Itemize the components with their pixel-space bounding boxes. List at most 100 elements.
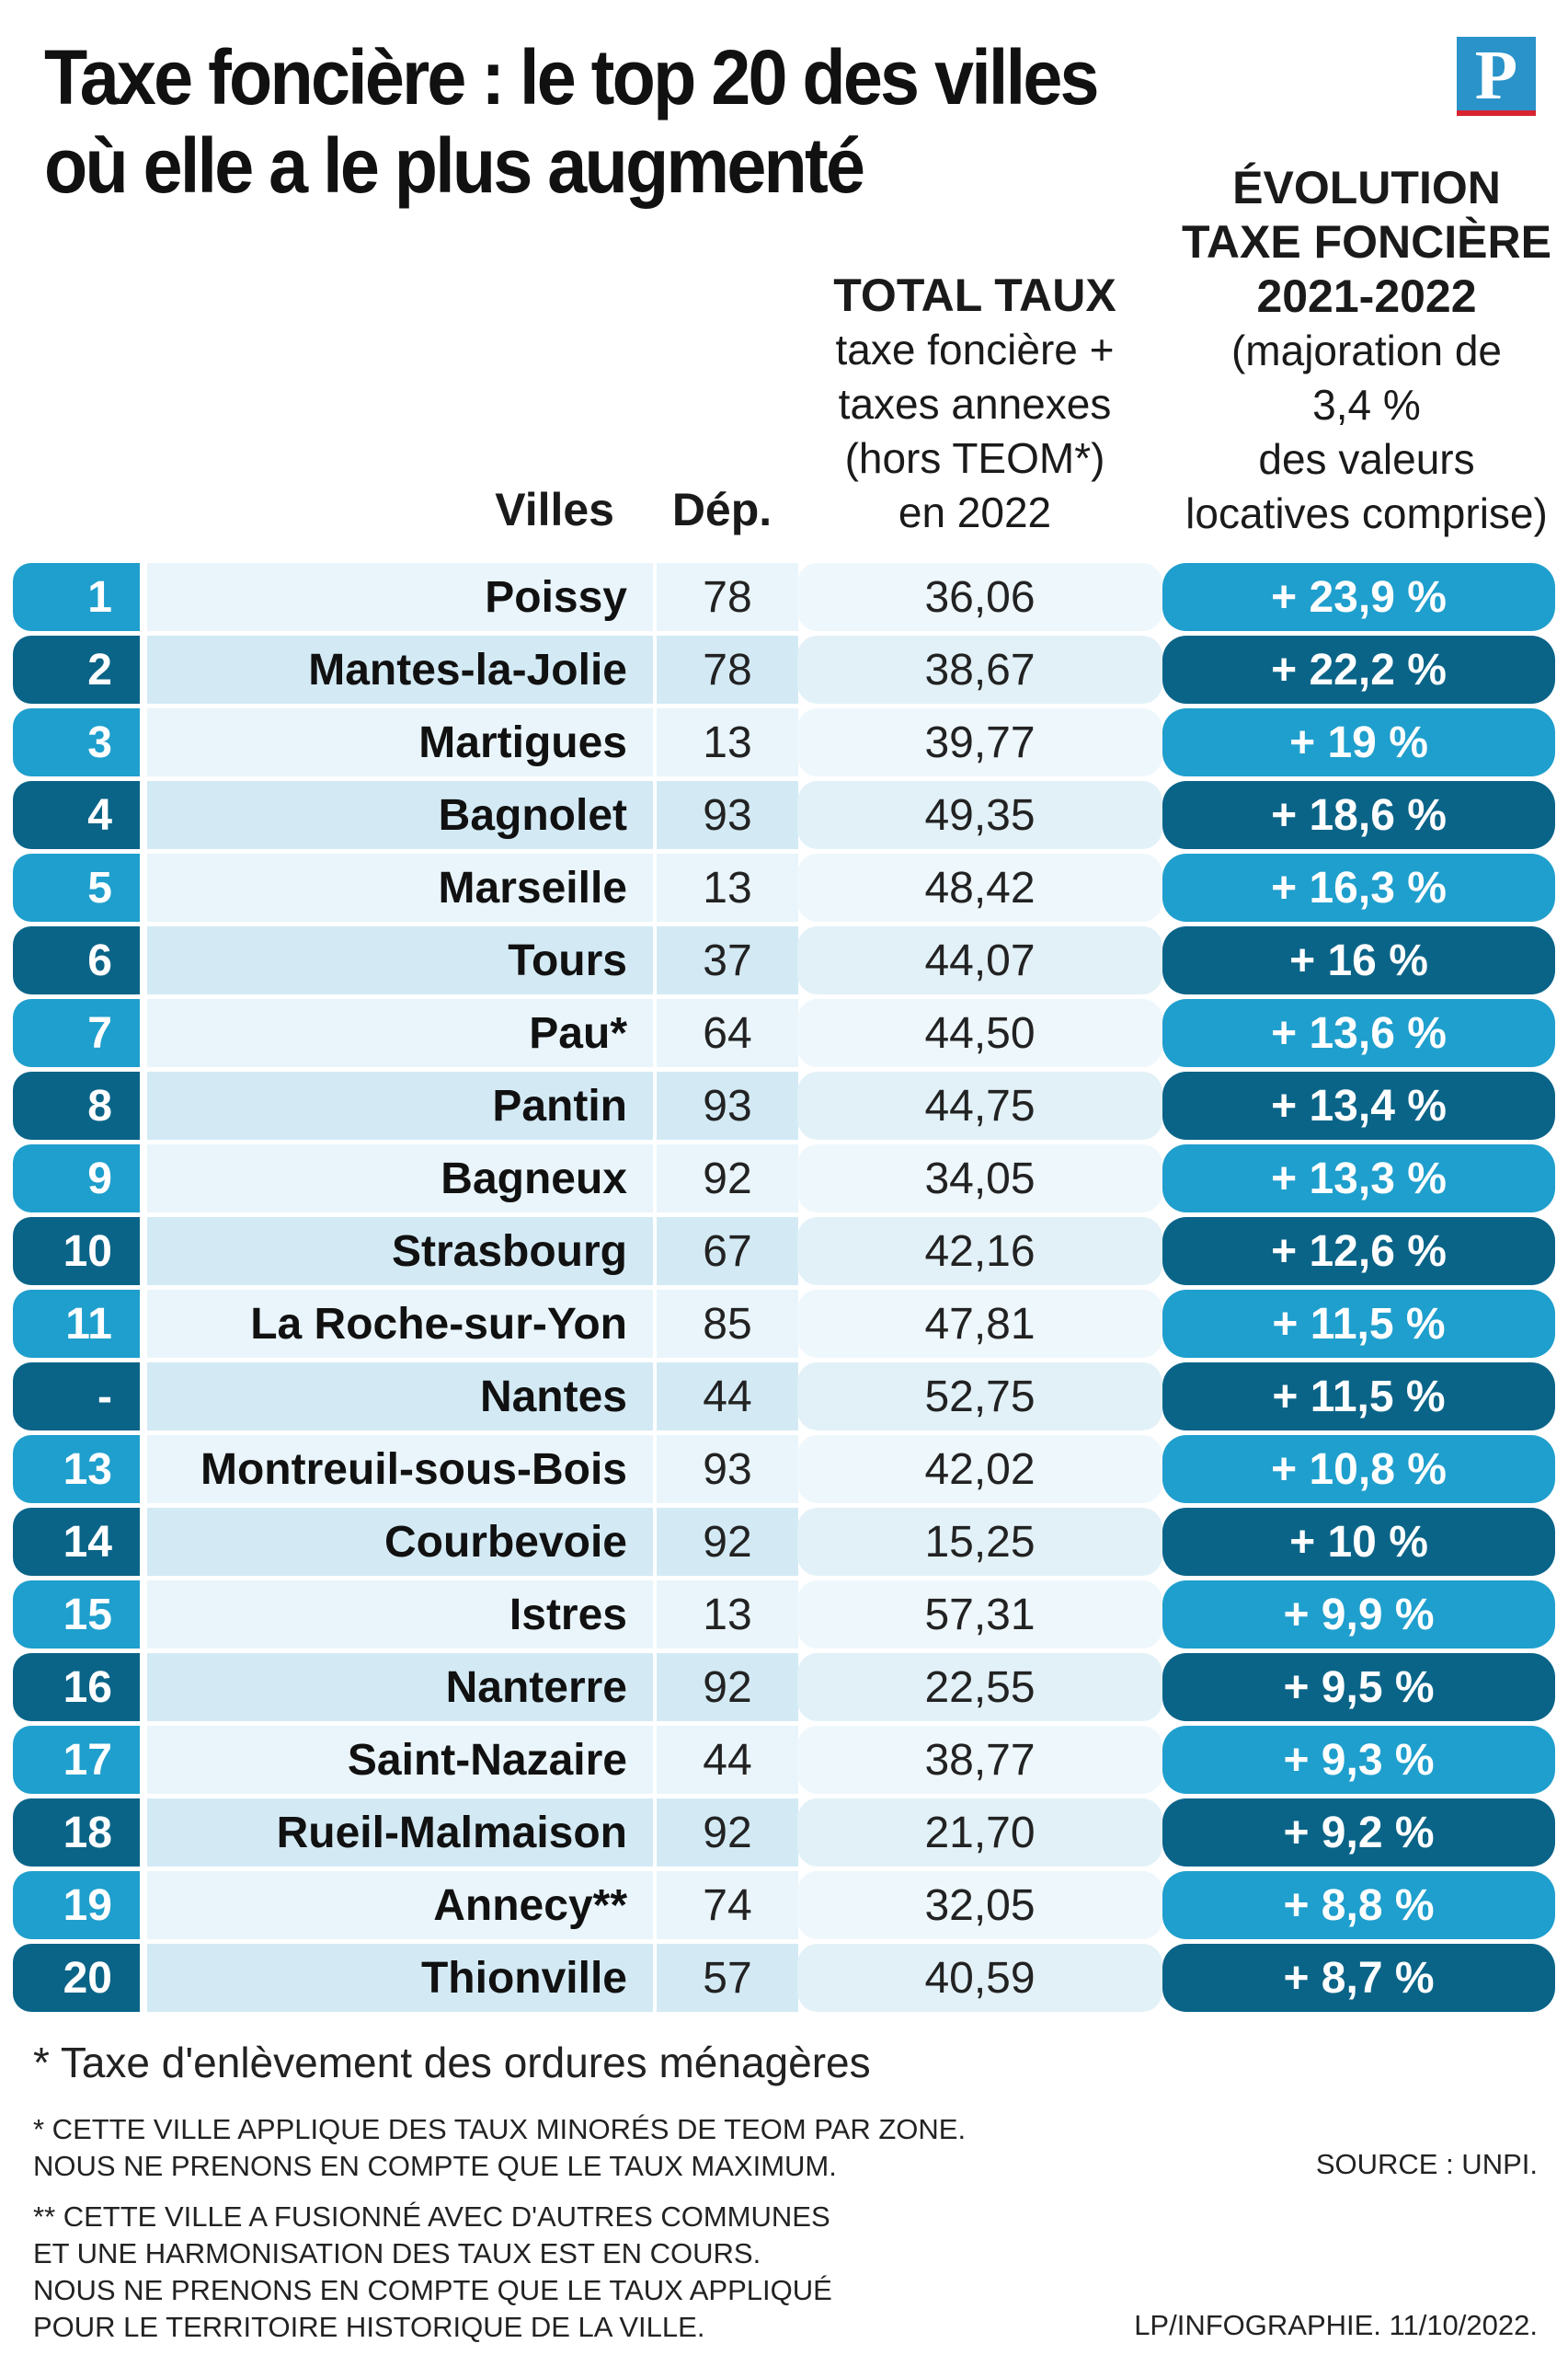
evolution-badge: + 16,3 % bbox=[1162, 854, 1555, 922]
table-row: 18 Rueil-Malmaison 92 21,70 + 9,2 % bbox=[13, 1798, 1558, 1871]
city-cell: Montreuil-sous-Bois bbox=[147, 1435, 653, 1503]
total-rate-cell: 15,25 bbox=[797, 1508, 1162, 1576]
evolution-badge: + 23,9 % bbox=[1162, 563, 1555, 631]
total-rate-cell: 44,07 bbox=[797, 926, 1162, 994]
evolution-badge: + 16 % bbox=[1162, 926, 1555, 994]
city-cell: Annecy** bbox=[147, 1871, 653, 1939]
city-cell: Bagnolet bbox=[147, 781, 653, 849]
table-row: 4 Bagnolet 93 49,35 + 18,6 % bbox=[13, 781, 1558, 854]
ranking-table: 1 Poissy 78 36,06 + 23,9 % 2 Mantes-la-Jolie 78… bbox=[13, 563, 1558, 2016]
table-row: 2 Mantes-la-Jolie 78 38,67 + 22,2 % bbox=[13, 636, 1558, 708]
dep-cell: 93 bbox=[657, 1072, 798, 1140]
rank-cell: 14 bbox=[13, 1508, 140, 1576]
footnote-note-1: * CETTE VILLE APPLIQUE DES TAUX MINORÉS … bbox=[33, 2111, 966, 2185]
city-cell: Nantes bbox=[147, 1362, 653, 1430]
city-cell: Poissy bbox=[147, 563, 653, 631]
city-cell: Strasbourg bbox=[147, 1217, 653, 1285]
total-rate-cell: 38,77 bbox=[797, 1726, 1162, 1794]
footnote-line: ET UNE HARMONISATION DES TAUX EST EN COU… bbox=[33, 2237, 761, 2269]
header-total-line: (hors TEOM*) bbox=[844, 434, 1105, 482]
evolution-badge: + 11,5 % bbox=[1162, 1362, 1555, 1430]
city-cell: Saint-Nazaire bbox=[147, 1726, 653, 1794]
header-dep: Dép. bbox=[671, 484, 773, 535]
rank-cell: 18 bbox=[13, 1798, 140, 1867]
dep-cell: 13 bbox=[657, 708, 798, 776]
city-cell: Rueil-Malmaison bbox=[147, 1798, 653, 1867]
table-row: 10 Strasbourg 67 42,16 + 12,6 % bbox=[13, 1217, 1558, 1290]
table-row: 7 Pau* 64 44,50 + 13,6 % bbox=[13, 999, 1558, 1072]
header-total-line: en 2022 bbox=[898, 488, 1052, 536]
city-cell: Bagneux bbox=[147, 1144, 653, 1212]
evolution-badge: + 12,6 % bbox=[1162, 1217, 1555, 1285]
rank-cell: 6 bbox=[13, 926, 140, 994]
rank-cell: 9 bbox=[13, 1144, 140, 1212]
table-row: 3 Martigues 13 39,77 + 19 % bbox=[13, 708, 1558, 781]
rank-cell: - bbox=[13, 1362, 140, 1430]
total-rate-cell: 39,77 bbox=[797, 708, 1162, 776]
total-rate-cell: 44,75 bbox=[797, 1072, 1162, 1140]
dep-cell: 92 bbox=[657, 1653, 798, 1721]
footnote-line: NOUS NE PRENONS EN COMPTE QUE LE TAUX MA… bbox=[33, 2150, 837, 2182]
dep-cell: 78 bbox=[657, 563, 798, 631]
header-evolution: ÉVOLUTION TAXE FONCIÈRE 2021-2022 (major… bbox=[1161, 161, 1568, 541]
total-rate-cell: 42,02 bbox=[797, 1435, 1162, 1503]
total-rate-cell: 40,59 bbox=[797, 1944, 1162, 2012]
table-row: 14 Courbevoie 92 15,25 + 10 % bbox=[13, 1508, 1558, 1580]
city-cell: La Roche-sur-Yon bbox=[147, 1290, 653, 1358]
header-evolution-line: 3,4 % bbox=[1312, 381, 1421, 429]
rank-cell: 17 bbox=[13, 1726, 140, 1794]
table-row: 19 Annecy** 74 32,05 + 8,8 % bbox=[13, 1871, 1558, 1944]
total-rate-cell: 34,05 bbox=[797, 1144, 1162, 1212]
footnote-teom: * Taxe d'enlèvement des ordures ménagère… bbox=[33, 2039, 871, 2086]
rank-cell: 16 bbox=[13, 1653, 140, 1721]
evolution-badge: + 22,2 % bbox=[1162, 636, 1555, 704]
rank-cell: 1 bbox=[13, 563, 140, 631]
logo-letter: P bbox=[1474, 37, 1518, 114]
total-rate-cell: 47,81 bbox=[797, 1290, 1162, 1358]
city-cell: Nanterre bbox=[147, 1653, 653, 1721]
title-line-2: où elle a le plus augmenté bbox=[44, 122, 865, 209]
table-row: - Nantes 44 52,75 + 11,5 % bbox=[13, 1362, 1558, 1435]
source-credit: SOURCE : UNPI. bbox=[1315, 2148, 1538, 2180]
page-title: Taxe foncière : le top 20 des villes où … bbox=[44, 33, 1229, 210]
table-row: 9 Bagneux 92 34,05 + 13,3 % bbox=[13, 1144, 1558, 1217]
city-cell: Martigues bbox=[147, 708, 653, 776]
rank-cell: 4 bbox=[13, 781, 140, 849]
rank-cell: 7 bbox=[13, 999, 140, 1067]
dep-cell: 57 bbox=[657, 1944, 798, 2012]
city-cell: Mantes-la-Jolie bbox=[147, 636, 653, 704]
total-rate-cell: 32,05 bbox=[797, 1871, 1162, 1939]
city-cell: Istres bbox=[147, 1580, 653, 1648]
table-row: 8 Pantin 93 44,75 + 13,4 % bbox=[13, 1072, 1558, 1144]
rank-cell: 5 bbox=[13, 854, 140, 922]
dep-cell: 37 bbox=[657, 926, 798, 994]
table-row: 15 Istres 13 57,31 + 9,9 % bbox=[13, 1580, 1558, 1653]
city-cell: Marseille bbox=[147, 854, 653, 922]
evolution-badge: + 9,2 % bbox=[1162, 1798, 1555, 1867]
city-cell: Thionville bbox=[147, 1944, 653, 2012]
dep-cell: 44 bbox=[657, 1726, 798, 1794]
rank-cell: 15 bbox=[13, 1580, 140, 1648]
evolution-badge: + 10,8 % bbox=[1162, 1435, 1555, 1503]
rank-cell: 19 bbox=[13, 1871, 140, 1939]
total-rate-cell: 49,35 bbox=[797, 781, 1162, 849]
total-rate-cell: 22,55 bbox=[797, 1653, 1162, 1721]
table-row: 11 La Roche-sur-Yon 85 47,81 + 11,5 % bbox=[13, 1290, 1558, 1362]
total-rate-cell: 52,75 bbox=[797, 1362, 1162, 1430]
header-total-taux: TOTAL TAUX taxe foncière + taxes annexes… bbox=[798, 269, 1151, 540]
evolution-badge: + 13,3 % bbox=[1162, 1144, 1555, 1212]
evolution-badge: + 9,3 % bbox=[1162, 1726, 1555, 1794]
total-rate-cell: 48,42 bbox=[797, 854, 1162, 922]
total-rate-cell: 36,06 bbox=[797, 563, 1162, 631]
footnote-note-2: ** CETTE VILLE A FUSIONNÉ AVEC D'AUTRES … bbox=[33, 2199, 832, 2346]
city-cell: Pantin bbox=[147, 1072, 653, 1140]
table-row: 13 Montreuil-sous-Bois 93 42,02 + 10,8 % bbox=[13, 1435, 1558, 1508]
evolution-badge: + 10 % bbox=[1162, 1508, 1555, 1576]
footnote-line: NOUS NE PRENONS EN COMPTE QUE LE TAUX AP… bbox=[33, 2274, 832, 2306]
header-evolution-line: (majoration de bbox=[1230, 327, 1503, 374]
city-cell: Tours bbox=[147, 926, 653, 994]
header-total-line: taxe foncière + bbox=[835, 326, 1115, 373]
footnote-line: POUR LE TERRITOIRE HISTORIQUE DE LA VILL… bbox=[33, 2311, 705, 2343]
title-line-1: Taxe foncière : le top 20 des villes bbox=[44, 34, 1100, 121]
header-total-line: taxes annexes bbox=[838, 380, 1112, 428]
